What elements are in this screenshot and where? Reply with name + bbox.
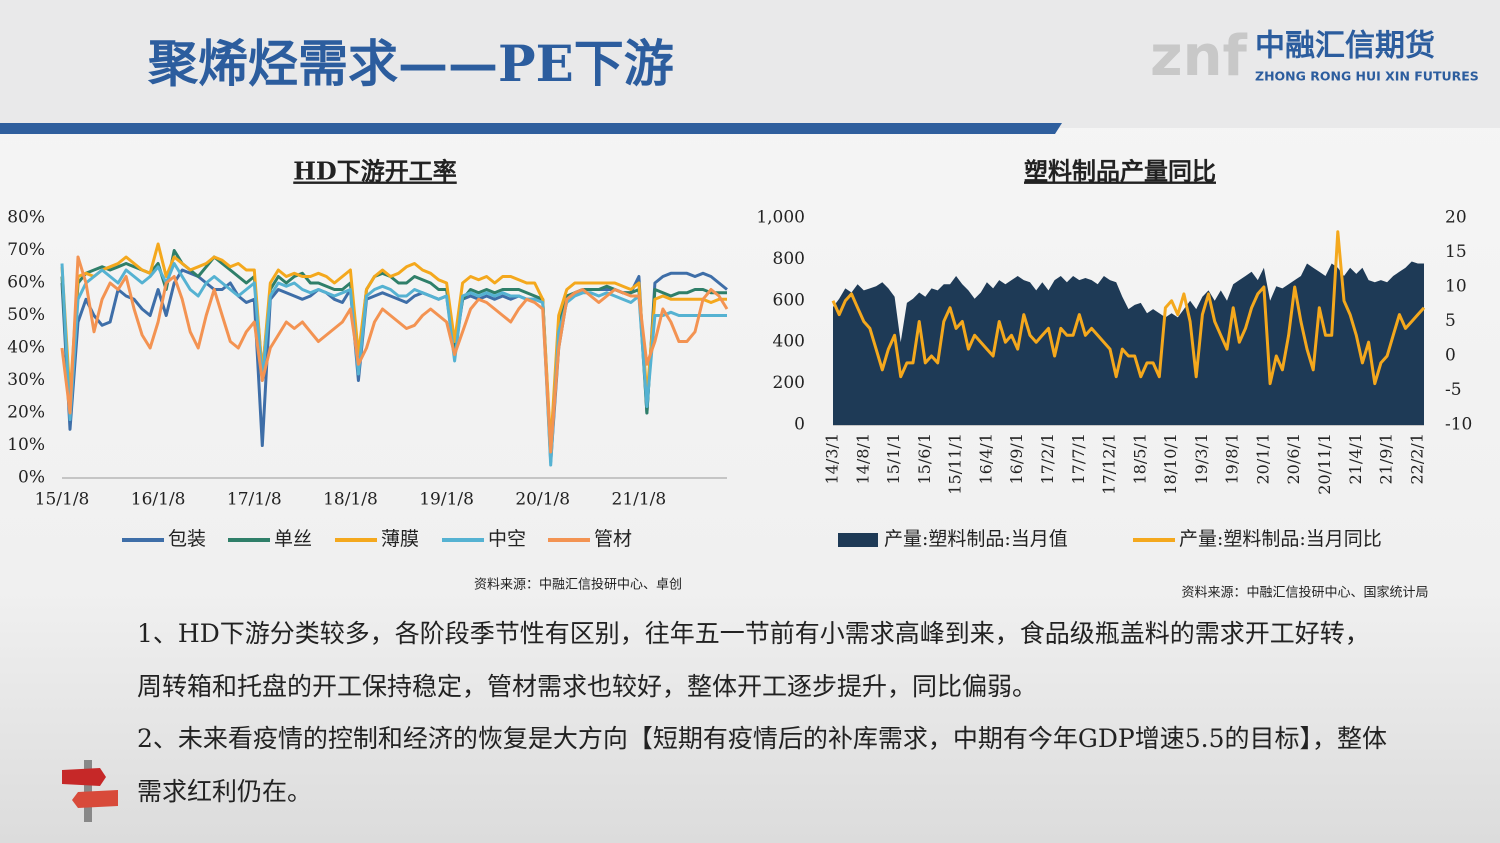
slide-title: 聚烯烃需求——PE下游	[147, 34, 674, 93]
x-tick-label: 16/4/1	[976, 433, 995, 485]
y-tick-label: 400	[773, 332, 805, 352]
header-rule	[0, 123, 1062, 134]
paragraph: 2、未来看疫情的控制和经济的恢复是大方向【短期有疫情后的补库需求，中期有今年GD…	[137, 724, 1388, 806]
line	[831, 230, 1426, 386]
x-tick-label: 15/6/1	[915, 433, 934, 485]
x-tick-label: 19/3/1	[1192, 433, 1211, 485]
source-note: 资料来源：中融汇信投研中心、卓创	[474, 577, 682, 593]
y-tick-label: 0	[794, 415, 805, 435]
area	[833, 261, 1424, 425]
y-tick-label: 200	[773, 373, 805, 393]
x-tick-label: 15/1/1	[884, 433, 903, 485]
legend-label: 薄膜	[381, 528, 419, 550]
logo-mark: znf	[1150, 24, 1247, 89]
y2-tick-label: 0	[1445, 346, 1456, 366]
paragraph: 1、HD下游分类较多，各阶段季节性有区别，往年五一节前有小需求高峰到来，食品级瓶…	[137, 619, 1370, 701]
y2-tick-label: 20	[1445, 208, 1467, 228]
header-band	[0, 0, 1500, 128]
source-note: 资料来源：中融汇信投研中心、国家统计局	[1181, 585, 1428, 601]
x-tick-label: 15/1/8	[35, 490, 90, 510]
y-tick-label: 70%	[7, 240, 45, 260]
legend-swatch	[838, 533, 878, 547]
body-text: 1、HD下游分类较多，各阶段季节性有区别，往年五一节前有小需求高峰到来，食品级瓶…	[137, 608, 1387, 818]
chart-title: 塑料制品产量同比	[1024, 157, 1216, 186]
x-tick-label: 14/8/1	[853, 433, 872, 485]
legend-label: 管材	[594, 528, 632, 550]
line	[60, 242, 727, 447]
x-tick-label: 20/6/1	[1284, 433, 1303, 485]
x-tick-label: 15/11/1	[946, 433, 965, 495]
y-tick-label: 40%	[7, 338, 45, 358]
x-tick-label: 21/1/8	[612, 490, 667, 510]
logo-en: ZHONG RONG HUI XIN FUTURES	[1255, 69, 1479, 84]
logo-cn: 中融汇信期货	[1255, 29, 1435, 64]
y-tick-label: 600	[773, 290, 805, 310]
y-tick-label: 10%	[7, 435, 45, 455]
x-tick-label: 19/8/1	[1223, 433, 1242, 485]
x-tick-label: 17/12/1	[1100, 433, 1119, 495]
x-tick-label: 20/1/1	[1253, 433, 1272, 485]
x-tick-label: 17/1/8	[227, 490, 282, 510]
legend-label: 产量:塑料制品:当月同比	[1179, 528, 1382, 550]
y-tick-label: 800	[773, 249, 805, 269]
signpost-icon	[62, 760, 118, 822]
line	[60, 262, 727, 467]
x-tick-label: 18/1/8	[323, 490, 378, 510]
y2-tick-label: -10	[1445, 415, 1472, 435]
y-tick-label: 30%	[7, 370, 45, 390]
x-tick-label: 19/1/8	[419, 490, 474, 510]
x-tick-label: 22/2/1	[1407, 433, 1426, 485]
y-tick-label: 20%	[7, 403, 45, 423]
x-tick-label: 16/9/1	[1007, 433, 1026, 485]
chart-title: HD下游开工率	[293, 157, 457, 186]
y-tick-label: 50%	[7, 305, 45, 325]
x-tick-label: 18/10/1	[1161, 433, 1180, 495]
line	[60, 255, 729, 454]
y-tick-label: 60%	[7, 273, 45, 293]
y2-tick-label: -5	[1445, 380, 1462, 400]
y-tick-label: 80%	[7, 208, 45, 228]
x-tick-label: 18/5/1	[1130, 433, 1149, 485]
y-tick-label: 0%	[18, 468, 45, 488]
x-tick-label: 21/9/1	[1377, 433, 1396, 485]
legend-label: 产量:塑料制品:当月值	[884, 528, 1068, 550]
y2-tick-label: 10	[1445, 277, 1467, 297]
legend-label: 包装	[168, 528, 206, 550]
x-tick-label: 20/1/8	[515, 490, 570, 510]
x-tick-label: 21/4/1	[1346, 433, 1365, 485]
x-tick-label: 17/2/1	[1038, 433, 1057, 485]
x-tick-label: 16/1/8	[131, 490, 186, 510]
y2-tick-label: 15	[1445, 242, 1467, 262]
x-tick-label: 14/3/1	[823, 433, 842, 485]
x-tick-label: 17/7/1	[1069, 433, 1088, 485]
legend-label: 单丝	[274, 528, 312, 550]
x-tick-label: 20/11/1	[1315, 433, 1334, 495]
legend-label: 中空	[488, 528, 526, 550]
y-tick-label: 1,000	[756, 208, 805, 228]
y2-tick-label: 5	[1445, 311, 1456, 331]
